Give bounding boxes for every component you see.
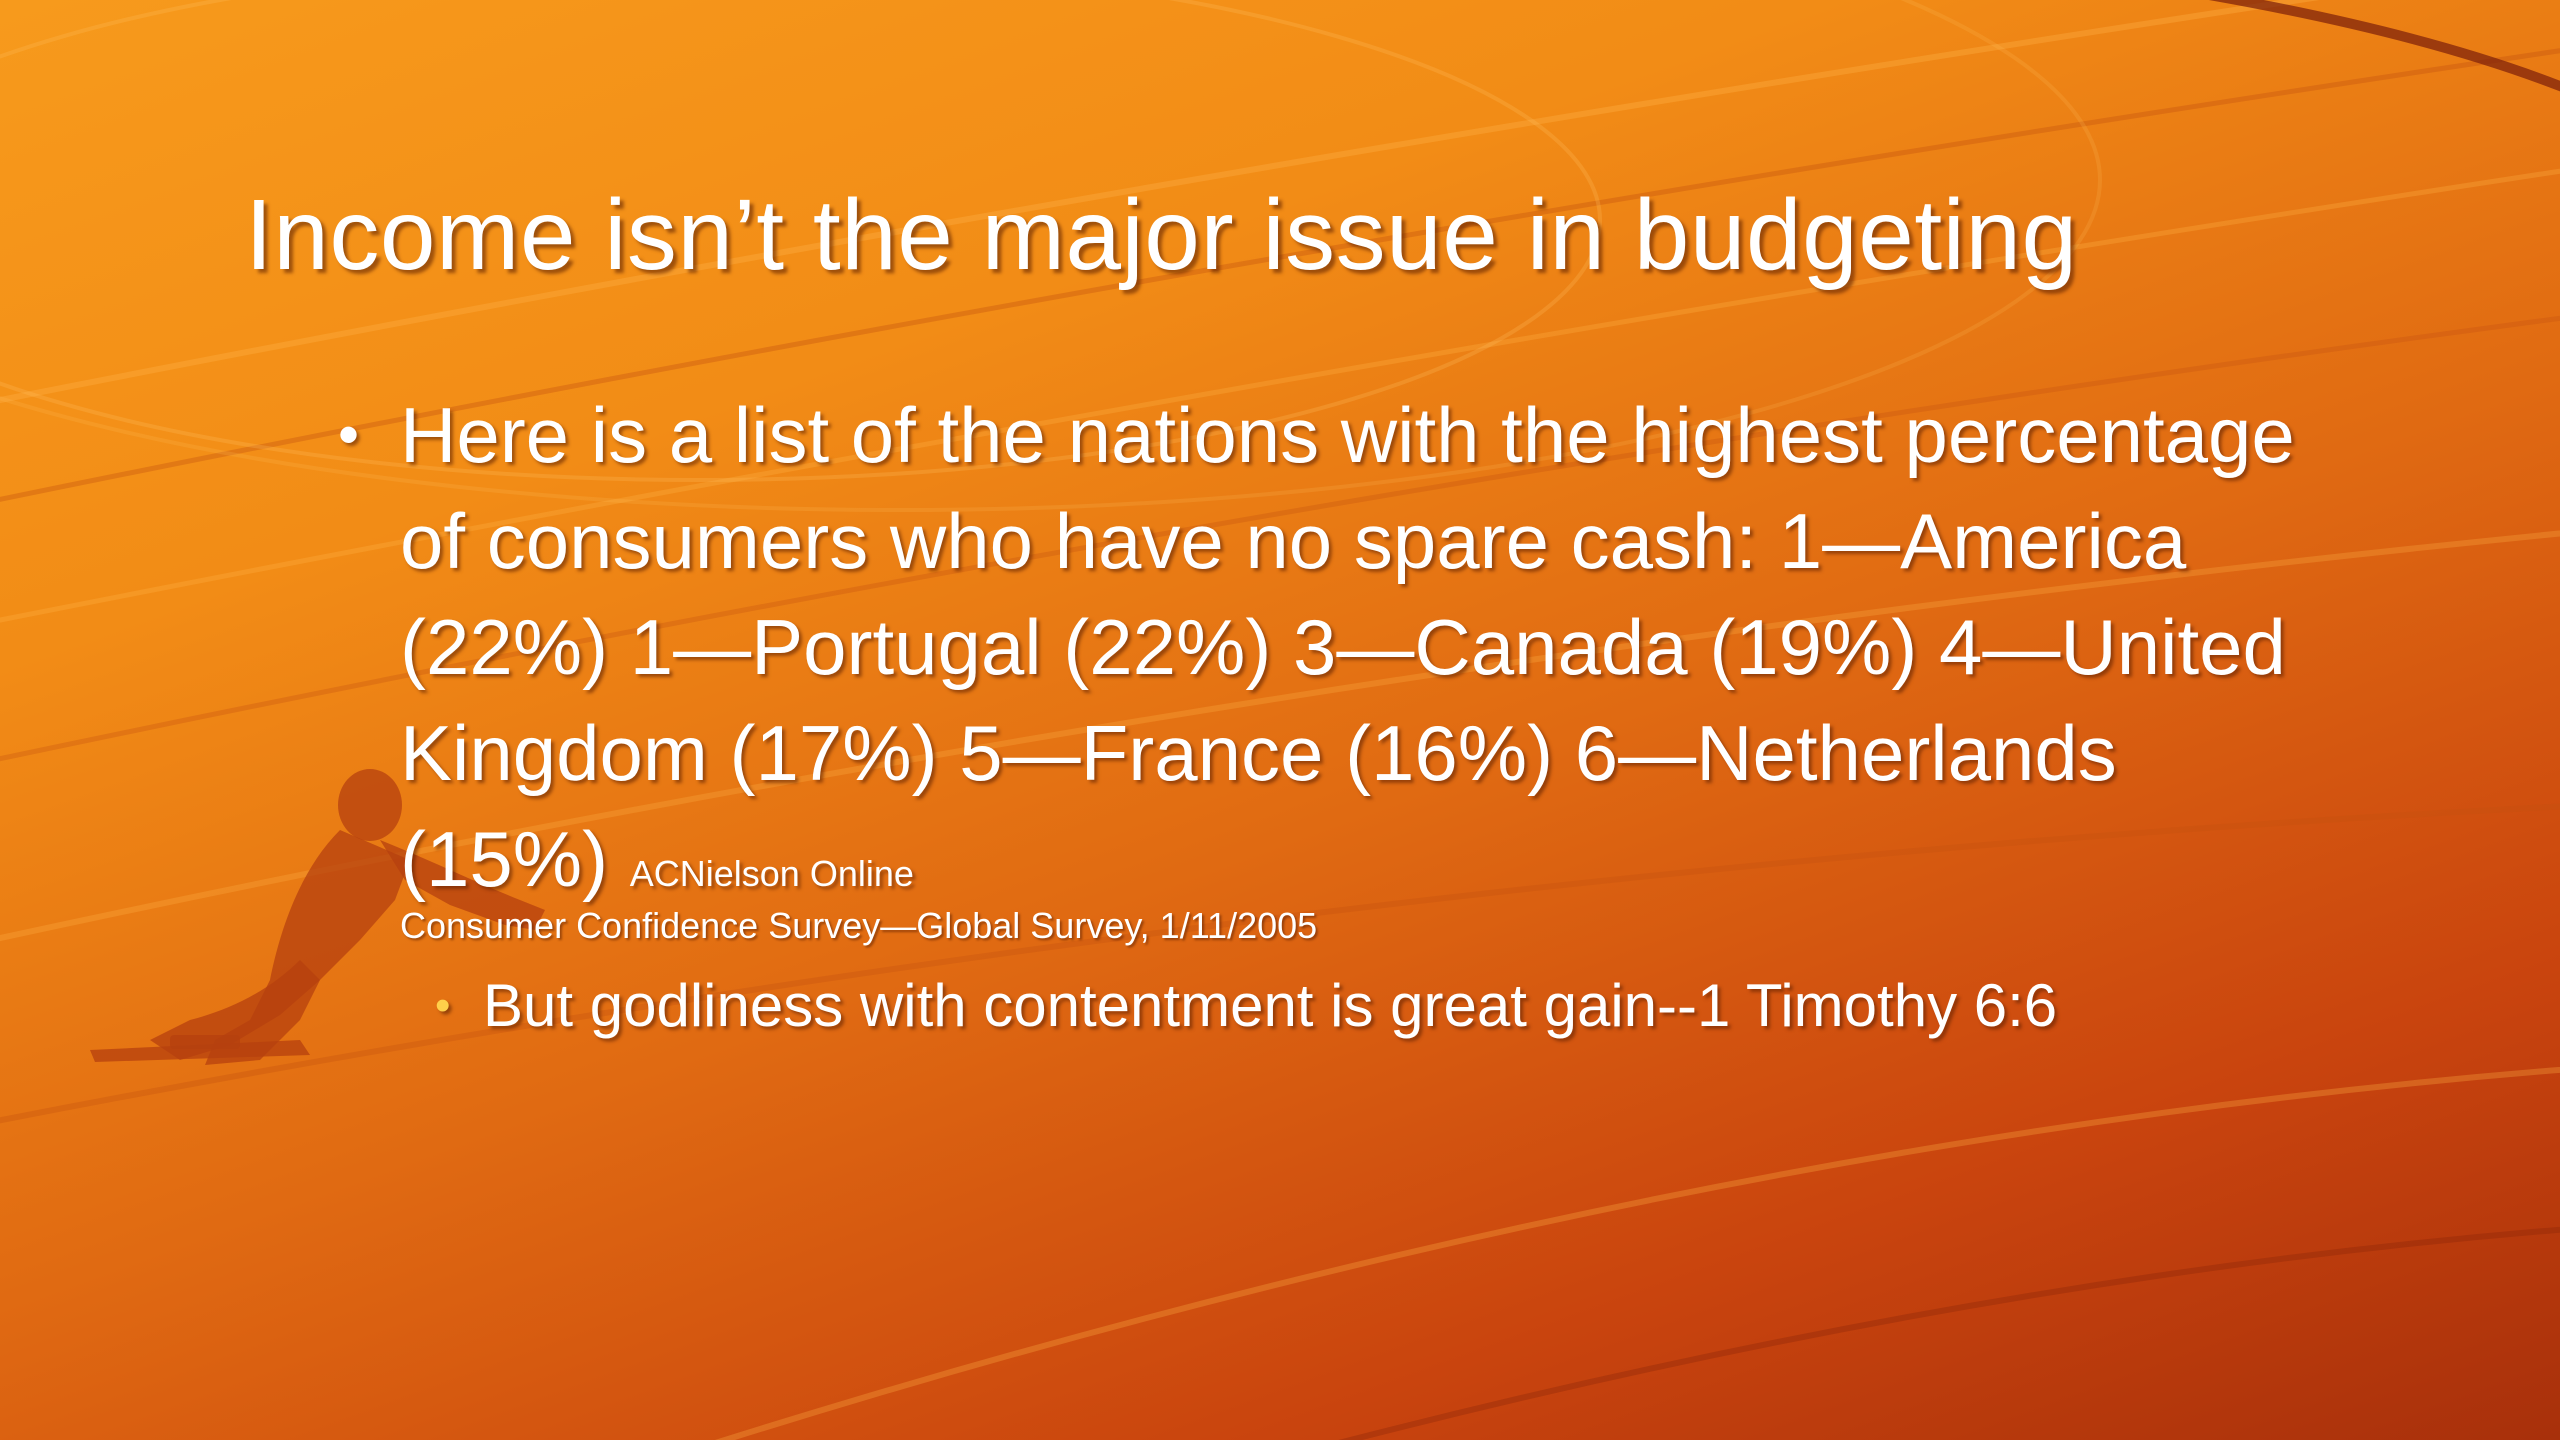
bullet-dot-icon: • xyxy=(338,401,360,468)
sub-bullet-dot-icon: • xyxy=(435,981,451,1030)
slide-title: Income isn’t the major issue in budgetin… xyxy=(245,179,2078,291)
sub-bullet-text: But godliness with contentment is great … xyxy=(483,972,2058,1039)
sprinter-silhouette-icon xyxy=(90,769,545,1065)
main-bullet: • Here is a list of the nations with the… xyxy=(338,382,2300,912)
citation-source: ACNielson Online xyxy=(629,853,914,894)
citation-survey: Consumer Confidence Survey—Global Survey… xyxy=(400,905,1318,946)
sub-bullet: • But godliness with contentment is grea… xyxy=(435,970,2058,1042)
main-bullet-text: Here is a list of the nations with the h… xyxy=(400,391,2295,903)
